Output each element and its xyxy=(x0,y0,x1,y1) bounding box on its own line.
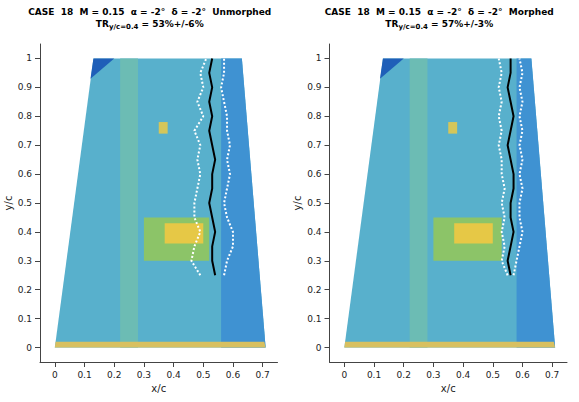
svg-text:0.2: 0.2 xyxy=(307,285,321,295)
svg-text:0.4: 0.4 xyxy=(456,370,471,380)
svg-text:y/c: y/c xyxy=(292,196,303,211)
svg-text:0.1: 0.1 xyxy=(18,314,32,324)
svg-text:0: 0 xyxy=(26,343,32,353)
svg-text:0: 0 xyxy=(341,370,347,380)
svg-text:0.2: 0.2 xyxy=(18,285,32,295)
svg-text:0: 0 xyxy=(52,370,58,380)
svg-text:TR: TR xyxy=(96,19,109,29)
svg-text:x/c: x/c xyxy=(151,383,166,394)
svg-text:0.3: 0.3 xyxy=(137,370,151,380)
svg-text:0.4: 0.4 xyxy=(18,227,33,237)
svg-text:0.2: 0.2 xyxy=(107,370,121,380)
svg-text:0.5: 0.5 xyxy=(18,198,32,208)
svg-text:TR: TR xyxy=(385,19,398,29)
svg-text:0.7: 0.7 xyxy=(255,370,269,380)
svg-text:x/c: x/c xyxy=(441,383,456,394)
svg-text:0.4: 0.4 xyxy=(166,370,181,380)
svg-text:CASE 18 M = 0.15 α = -2° δ: CASE 18 M = 0.15 α = -2° δ = -2° Unmorph… xyxy=(28,7,271,17)
svg-text:y/c: y/c xyxy=(3,196,14,211)
svg-text:0.5: 0.5 xyxy=(486,370,500,380)
svg-text:1: 1 xyxy=(26,53,32,63)
svg-text:0.8: 0.8 xyxy=(18,111,33,121)
svg-text:0.1: 0.1 xyxy=(367,370,381,380)
svg-text:0.3: 0.3 xyxy=(307,256,321,266)
svg-text:0.7: 0.7 xyxy=(545,370,559,380)
svg-text:0.9: 0.9 xyxy=(18,82,33,92)
svg-text:0.1: 0.1 xyxy=(77,370,91,380)
svg-text:y/c=0.4: y/c=0.4 xyxy=(109,23,139,31)
svg-text:0.5: 0.5 xyxy=(307,198,321,208)
svg-text:0.7: 0.7 xyxy=(18,140,32,150)
svg-text:0.7: 0.7 xyxy=(307,140,321,150)
svg-text:0.8: 0.8 xyxy=(307,111,322,121)
svg-text:CASE 18 M = 0.15 α = -2° δ: CASE 18 M = 0.15 α = -2° δ = -2° Morphed xyxy=(325,7,554,17)
svg-text:0.6: 0.6 xyxy=(307,169,322,179)
svg-text:0.1: 0.1 xyxy=(307,314,321,324)
svg-text:0.3: 0.3 xyxy=(18,256,32,266)
svg-text:0.2: 0.2 xyxy=(397,370,411,380)
svg-text:0: 0 xyxy=(316,343,322,353)
svg-text:0.6: 0.6 xyxy=(18,169,33,179)
svg-text:1: 1 xyxy=(316,53,322,63)
svg-text:y/c=0.4: y/c=0.4 xyxy=(398,23,428,31)
svg-text:0.4: 0.4 xyxy=(307,227,322,237)
svg-text:= 53%+/-6%: = 53%+/-6% xyxy=(138,19,203,29)
svg-text:0.3: 0.3 xyxy=(426,370,440,380)
svg-text:0.5: 0.5 xyxy=(196,370,210,380)
svg-text:0.6: 0.6 xyxy=(226,370,241,380)
svg-text:0.9: 0.9 xyxy=(307,82,322,92)
svg-text:0.6: 0.6 xyxy=(515,370,530,380)
svg-text:= 57%+/-3%: = 57%+/-3% xyxy=(428,19,493,29)
